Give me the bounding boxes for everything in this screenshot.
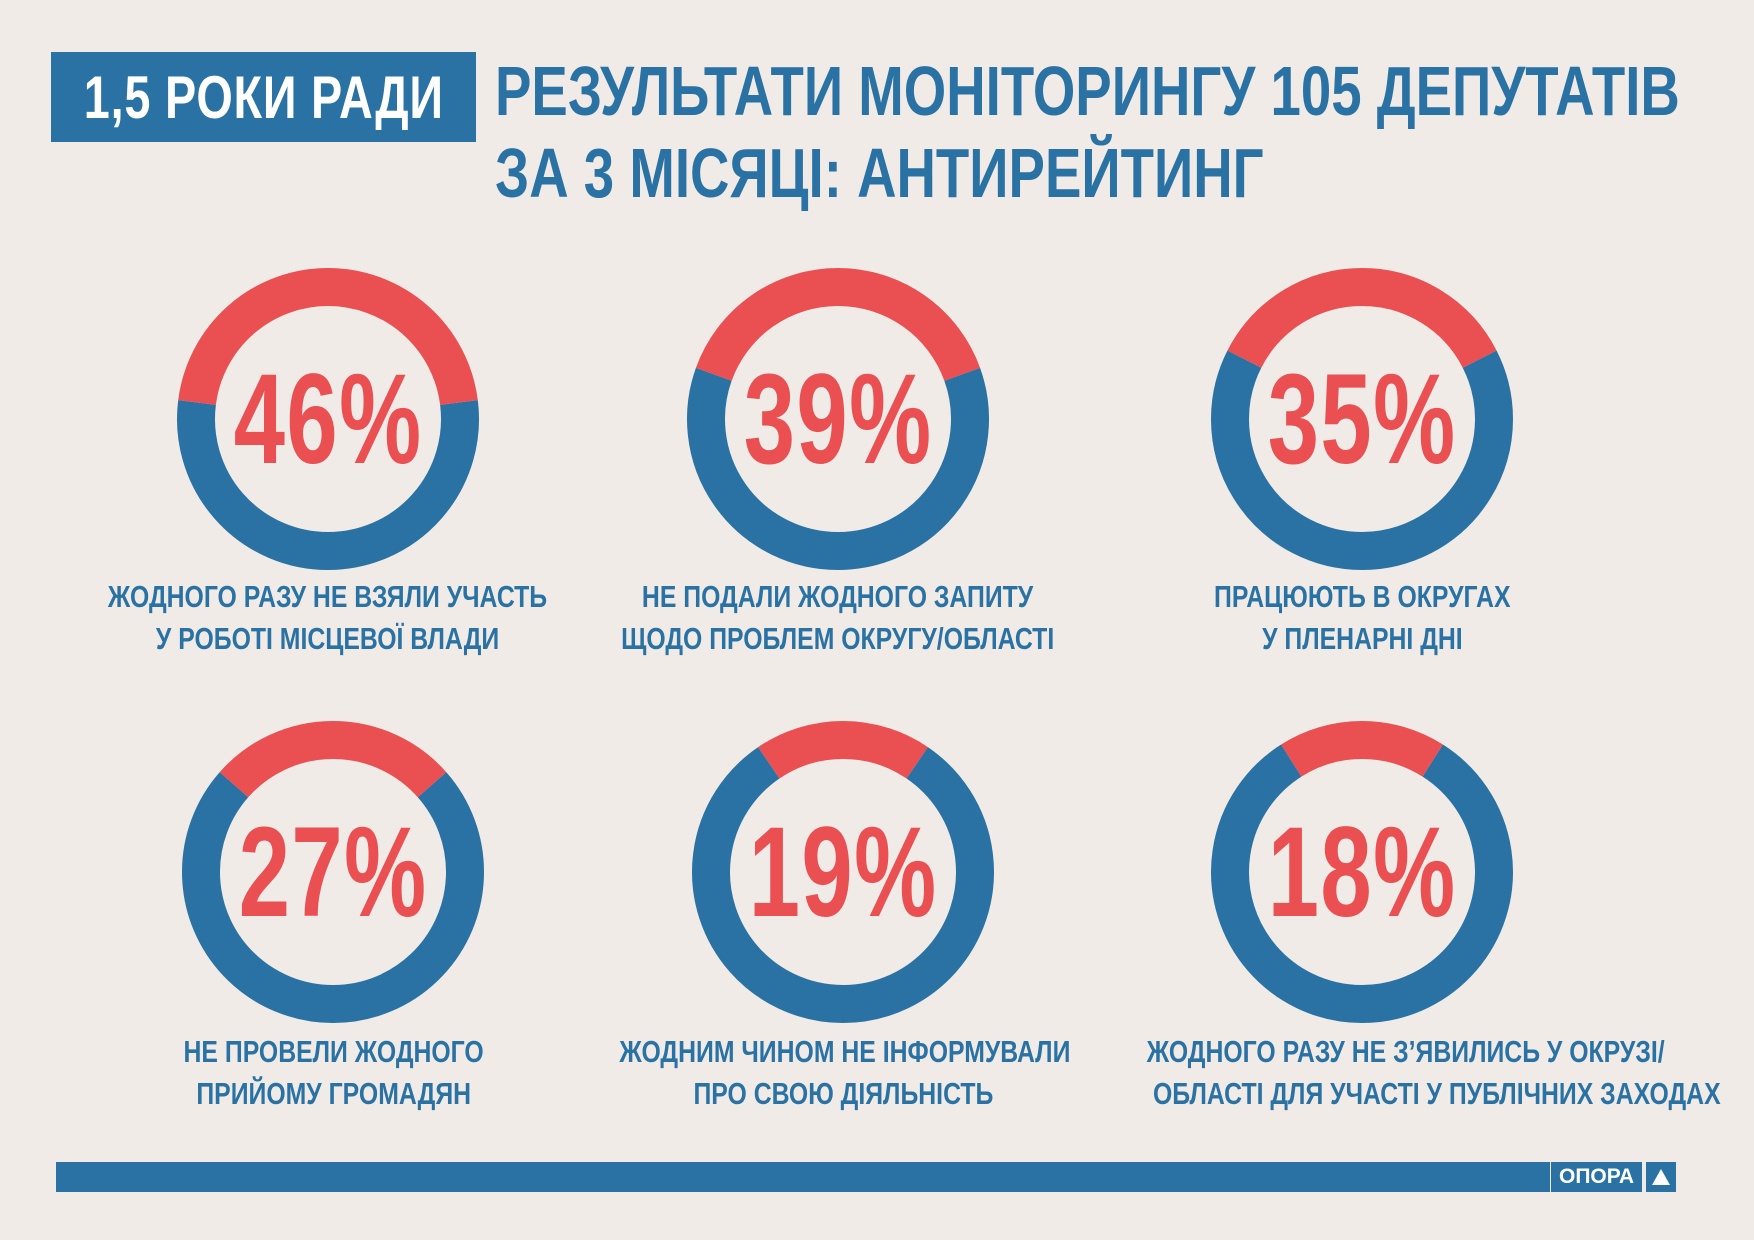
donut-value-label: 18% bbox=[1267, 800, 1457, 944]
caption-line: ОБЛАСТІ ДЛЯ УЧАСТІ У ПУБЛІЧНИХ ЗАХОДАХ bbox=[1152, 1076, 1721, 1111]
caption-line: ЖОДНОГО РАЗУ НЕ ВЗЯЛИ УЧАСТЬ bbox=[108, 579, 548, 614]
donut-caption-5: ЖОДНОГО РАЗУ НЕ З’ЯВИЛИСЬ У ОКРУЗІ/ ОБЛА… bbox=[1082, 1031, 1721, 1115]
donut-chart-4: 19% bbox=[692, 721, 994, 1023]
donut-chart-5: 18% bbox=[1211, 721, 1513, 1023]
donut-chart-0: 46% bbox=[177, 268, 479, 570]
caption-line: У ПЛЕНАРНІ ДНІ bbox=[1261, 621, 1463, 656]
caption-line: ПРО СВОЮ ДІЯЛЬНІСТЬ bbox=[693, 1076, 993, 1111]
caption-line: У РОБОТІ МІСЦЕВОЇ ВЛАДИ bbox=[156, 621, 500, 656]
donut-value-label: 19% bbox=[748, 800, 938, 944]
page-title-line-2: ЗА 3 МІСЯЦІ: АНТИРЕЙТИНГ bbox=[495, 134, 1264, 212]
donut-value-arc bbox=[178, 268, 478, 406]
caption-line: ПРИЙОМУ ГРОМАДЯН bbox=[196, 1076, 472, 1111]
caption-line: ЖОДНОГО РАЗУ НЕ З’ЯВИЛИСЬ У ОКРУЗІ/ bbox=[1146, 1034, 1665, 1069]
donut-value-arc bbox=[219, 721, 447, 798]
donut-remainder-arc bbox=[687, 367, 989, 570]
donut-value-arc bbox=[1281, 721, 1443, 777]
page-title: РЕЗУЛЬТАТИ МОНІТОРИНГУ 105 ДЕПУТАТІВ ЗА … bbox=[495, 50, 1680, 214]
donut-caption-0: ЖОДНОГО РАЗУ НЕ ВЗЯЛИ УЧАСТЬ У РОБОТІ МІ… bbox=[48, 576, 608, 660]
donut-value-arc bbox=[1227, 268, 1497, 369]
logo-text: ОПОРА bbox=[1551, 1162, 1643, 1192]
donut-remainder-arc bbox=[177, 400, 479, 570]
donut-chart-3: 27% bbox=[182, 721, 484, 1023]
donut-remainder-arc bbox=[182, 772, 484, 1023]
caption-line: НЕ ПОДАЛИ ЖОДНОГО ЗАПИТУ bbox=[642, 579, 1034, 614]
donut-remainder-arc bbox=[1211, 744, 1513, 1023]
donut-caption-2: ПРАЦЮЮТЬ В ОКРУГАХ У ПЛЕНАРНІ ДНІ bbox=[1082, 576, 1642, 660]
caption-line: ЩОДО ПРОБЛЕМ ОКРУГУ/ОБЛАСТІ bbox=[621, 621, 1055, 656]
donut-remainder-arc bbox=[692, 747, 994, 1023]
caption-line: ЖОДНИМ ЧИНОМ НЕ ІНФОРМУВАЛИ bbox=[619, 1034, 1071, 1069]
header-badge: 1,5 РОКИ РАДИ bbox=[51, 52, 476, 142]
donut-chart-1: 39% bbox=[687, 268, 989, 570]
page-title-line-1: РЕЗУЛЬТАТИ МОНІТОРИНГУ 105 ДЕПУТАТІВ bbox=[495, 52, 1680, 130]
opora-logo: ОПОРА bbox=[1551, 1162, 1693, 1192]
donut-value-label: 35% bbox=[1267, 347, 1457, 491]
donut-value-label: 27% bbox=[238, 800, 428, 944]
donut-caption-4: ЖОДНИМ ЧИНОМ НЕ ІНФОРМУВАЛИ ПРО СВОЮ ДІЯ… bbox=[563, 1031, 1123, 1115]
triangle-icon bbox=[1646, 1162, 1677, 1192]
donut-chart-2: 35% bbox=[1211, 268, 1513, 570]
donut-caption-1: НЕ ПОДАЛИ ЖОДНОГО ЗАПИТУ ЩОДО ПРОБЛЕМ ОК… bbox=[558, 576, 1118, 660]
donut-value-label: 39% bbox=[743, 347, 933, 491]
donut-value-label: 46% bbox=[233, 347, 423, 491]
caption-line: НЕ ПРОВЕЛИ ЖОДНОГО bbox=[183, 1034, 485, 1069]
donut-value-arc bbox=[758, 721, 928, 779]
caption-line: ПРАЦЮЮТЬ В ОКРУГАХ bbox=[1213, 579, 1511, 614]
donut-caption-3: НЕ ПРОВЕЛИ ЖОДНОГО ПРИЙОМУ ГРОМАДЯН bbox=[54, 1031, 614, 1115]
header-badge-text: 1,5 РОКИ РАДИ bbox=[83, 63, 444, 131]
donut-value-arc bbox=[695, 268, 981, 382]
donut-remainder-arc bbox=[1211, 350, 1513, 570]
footer-bar bbox=[56, 1162, 1550, 1192]
